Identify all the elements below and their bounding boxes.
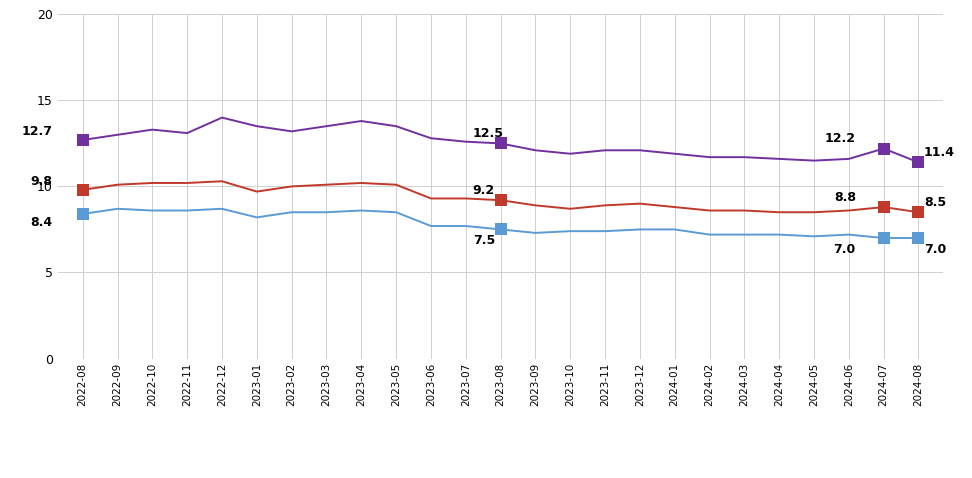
Text: 12.2: 12.2 xyxy=(825,132,856,145)
Text: 7.0: 7.0 xyxy=(924,243,947,256)
Text: 7.0: 7.0 xyxy=(834,243,856,256)
Text: 8.4: 8.4 xyxy=(30,216,52,229)
Text: 11.4: 11.4 xyxy=(924,146,955,159)
Text: 9.2: 9.2 xyxy=(472,184,495,197)
Text: 7.5: 7.5 xyxy=(472,234,495,247)
Text: 8.5: 8.5 xyxy=(924,196,946,209)
Text: 9.8: 9.8 xyxy=(30,175,52,188)
Text: 12.7: 12.7 xyxy=(21,125,52,138)
Text: 12.5: 12.5 xyxy=(472,127,503,140)
Text: 8.8: 8.8 xyxy=(834,191,856,204)
